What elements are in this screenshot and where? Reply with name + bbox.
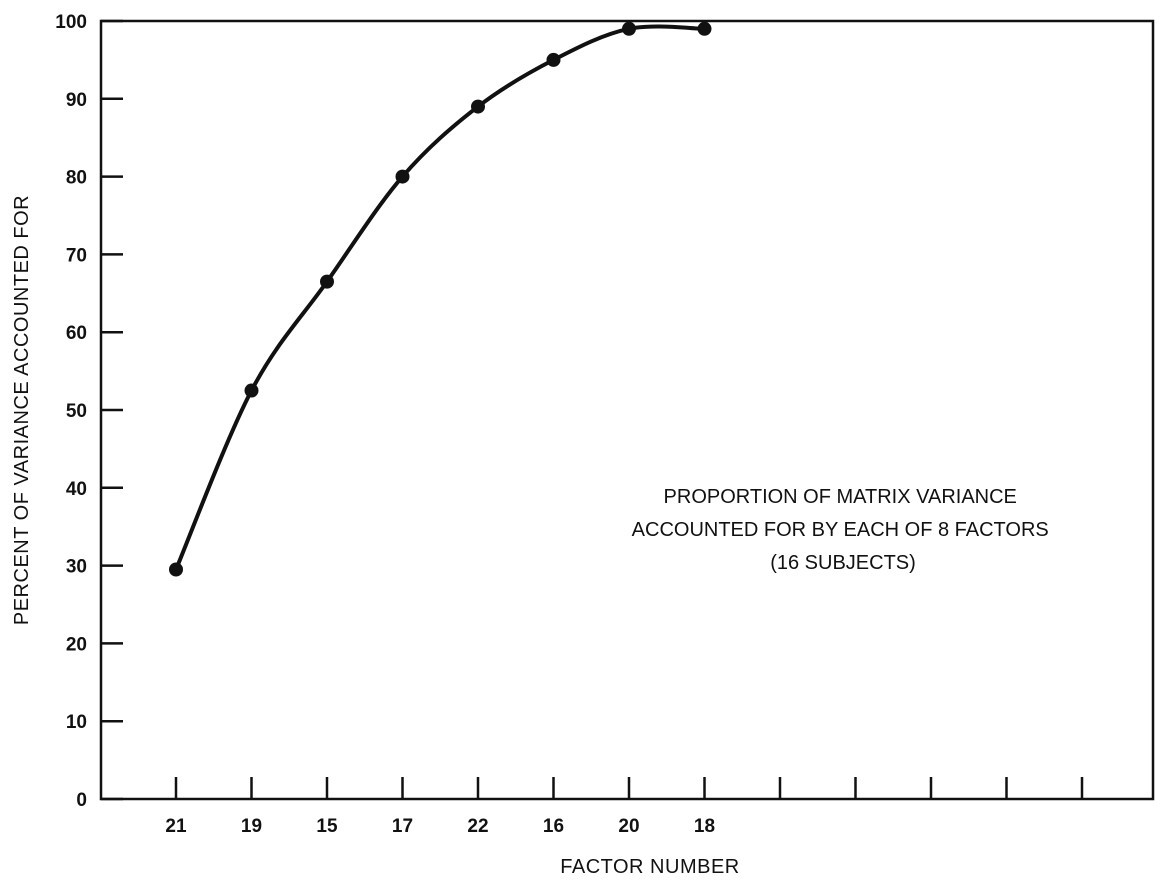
- y-axis-title: PERCENT OF VARIANCE ACCOUNTED FOR: [11, 195, 33, 625]
- data-point: [169, 562, 183, 577]
- x-tick-label: 19: [241, 816, 262, 837]
- annotation-line: ACCOUNTED FOR BY EACH OF 8 FACTORS: [632, 519, 1049, 541]
- data-point: [622, 21, 636, 36]
- y-tick-label: 0: [76, 790, 87, 811]
- y-tick-label: 50: [66, 401, 87, 422]
- x-tick-label: 21: [165, 816, 187, 837]
- y-tick-label: 70: [66, 245, 87, 266]
- data-point: [471, 99, 485, 114]
- x-tick-label: 17: [392, 816, 413, 837]
- data-point: [697, 21, 712, 36]
- y-tick-label: 100: [55, 12, 87, 33]
- x-tick-label: 18: [694, 816, 715, 837]
- annotation-line: (16 SUBJECTS): [770, 552, 916, 574]
- data-point: [546, 52, 561, 67]
- x-tick-label: 20: [618, 816, 639, 837]
- x-tick-label: 15: [316, 816, 338, 837]
- series-group: [169, 21, 712, 577]
- y-tick-label: 10: [66, 712, 87, 733]
- data-point: [320, 274, 334, 289]
- x-axis: 21 19 15 17 22 16 20 18: [165, 777, 1084, 837]
- annotation-line: PROPORTION OF MATRIX VARIANCE: [664, 486, 1017, 508]
- x-tick-label: 16: [543, 816, 564, 837]
- x-axis-title: FACTOR NUMBER: [560, 856, 739, 878]
- x-tick-label: 22: [467, 816, 488, 837]
- plot-frame: [99, 19, 1155, 801]
- y-tick-label: 20: [66, 634, 87, 655]
- y-tick-label: 90: [66, 90, 87, 111]
- y-tick-label: 60: [66, 323, 87, 344]
- annotation: PROPORTION OF MATRIX VARIANCE ACCOUNTED …: [632, 486, 1055, 574]
- data-point: [244, 383, 259, 398]
- series-line: [174, 24, 707, 572]
- data-point: [395, 169, 410, 184]
- y-axis: 0 10 20 30 40 50 60 70 80 90 100: [55, 12, 123, 811]
- y-tick-label: 30: [66, 557, 87, 578]
- y-tick-label: 80: [66, 168, 87, 189]
- plot-border: [99, 19, 1155, 801]
- y-tick-label: 40: [66, 479, 87, 500]
